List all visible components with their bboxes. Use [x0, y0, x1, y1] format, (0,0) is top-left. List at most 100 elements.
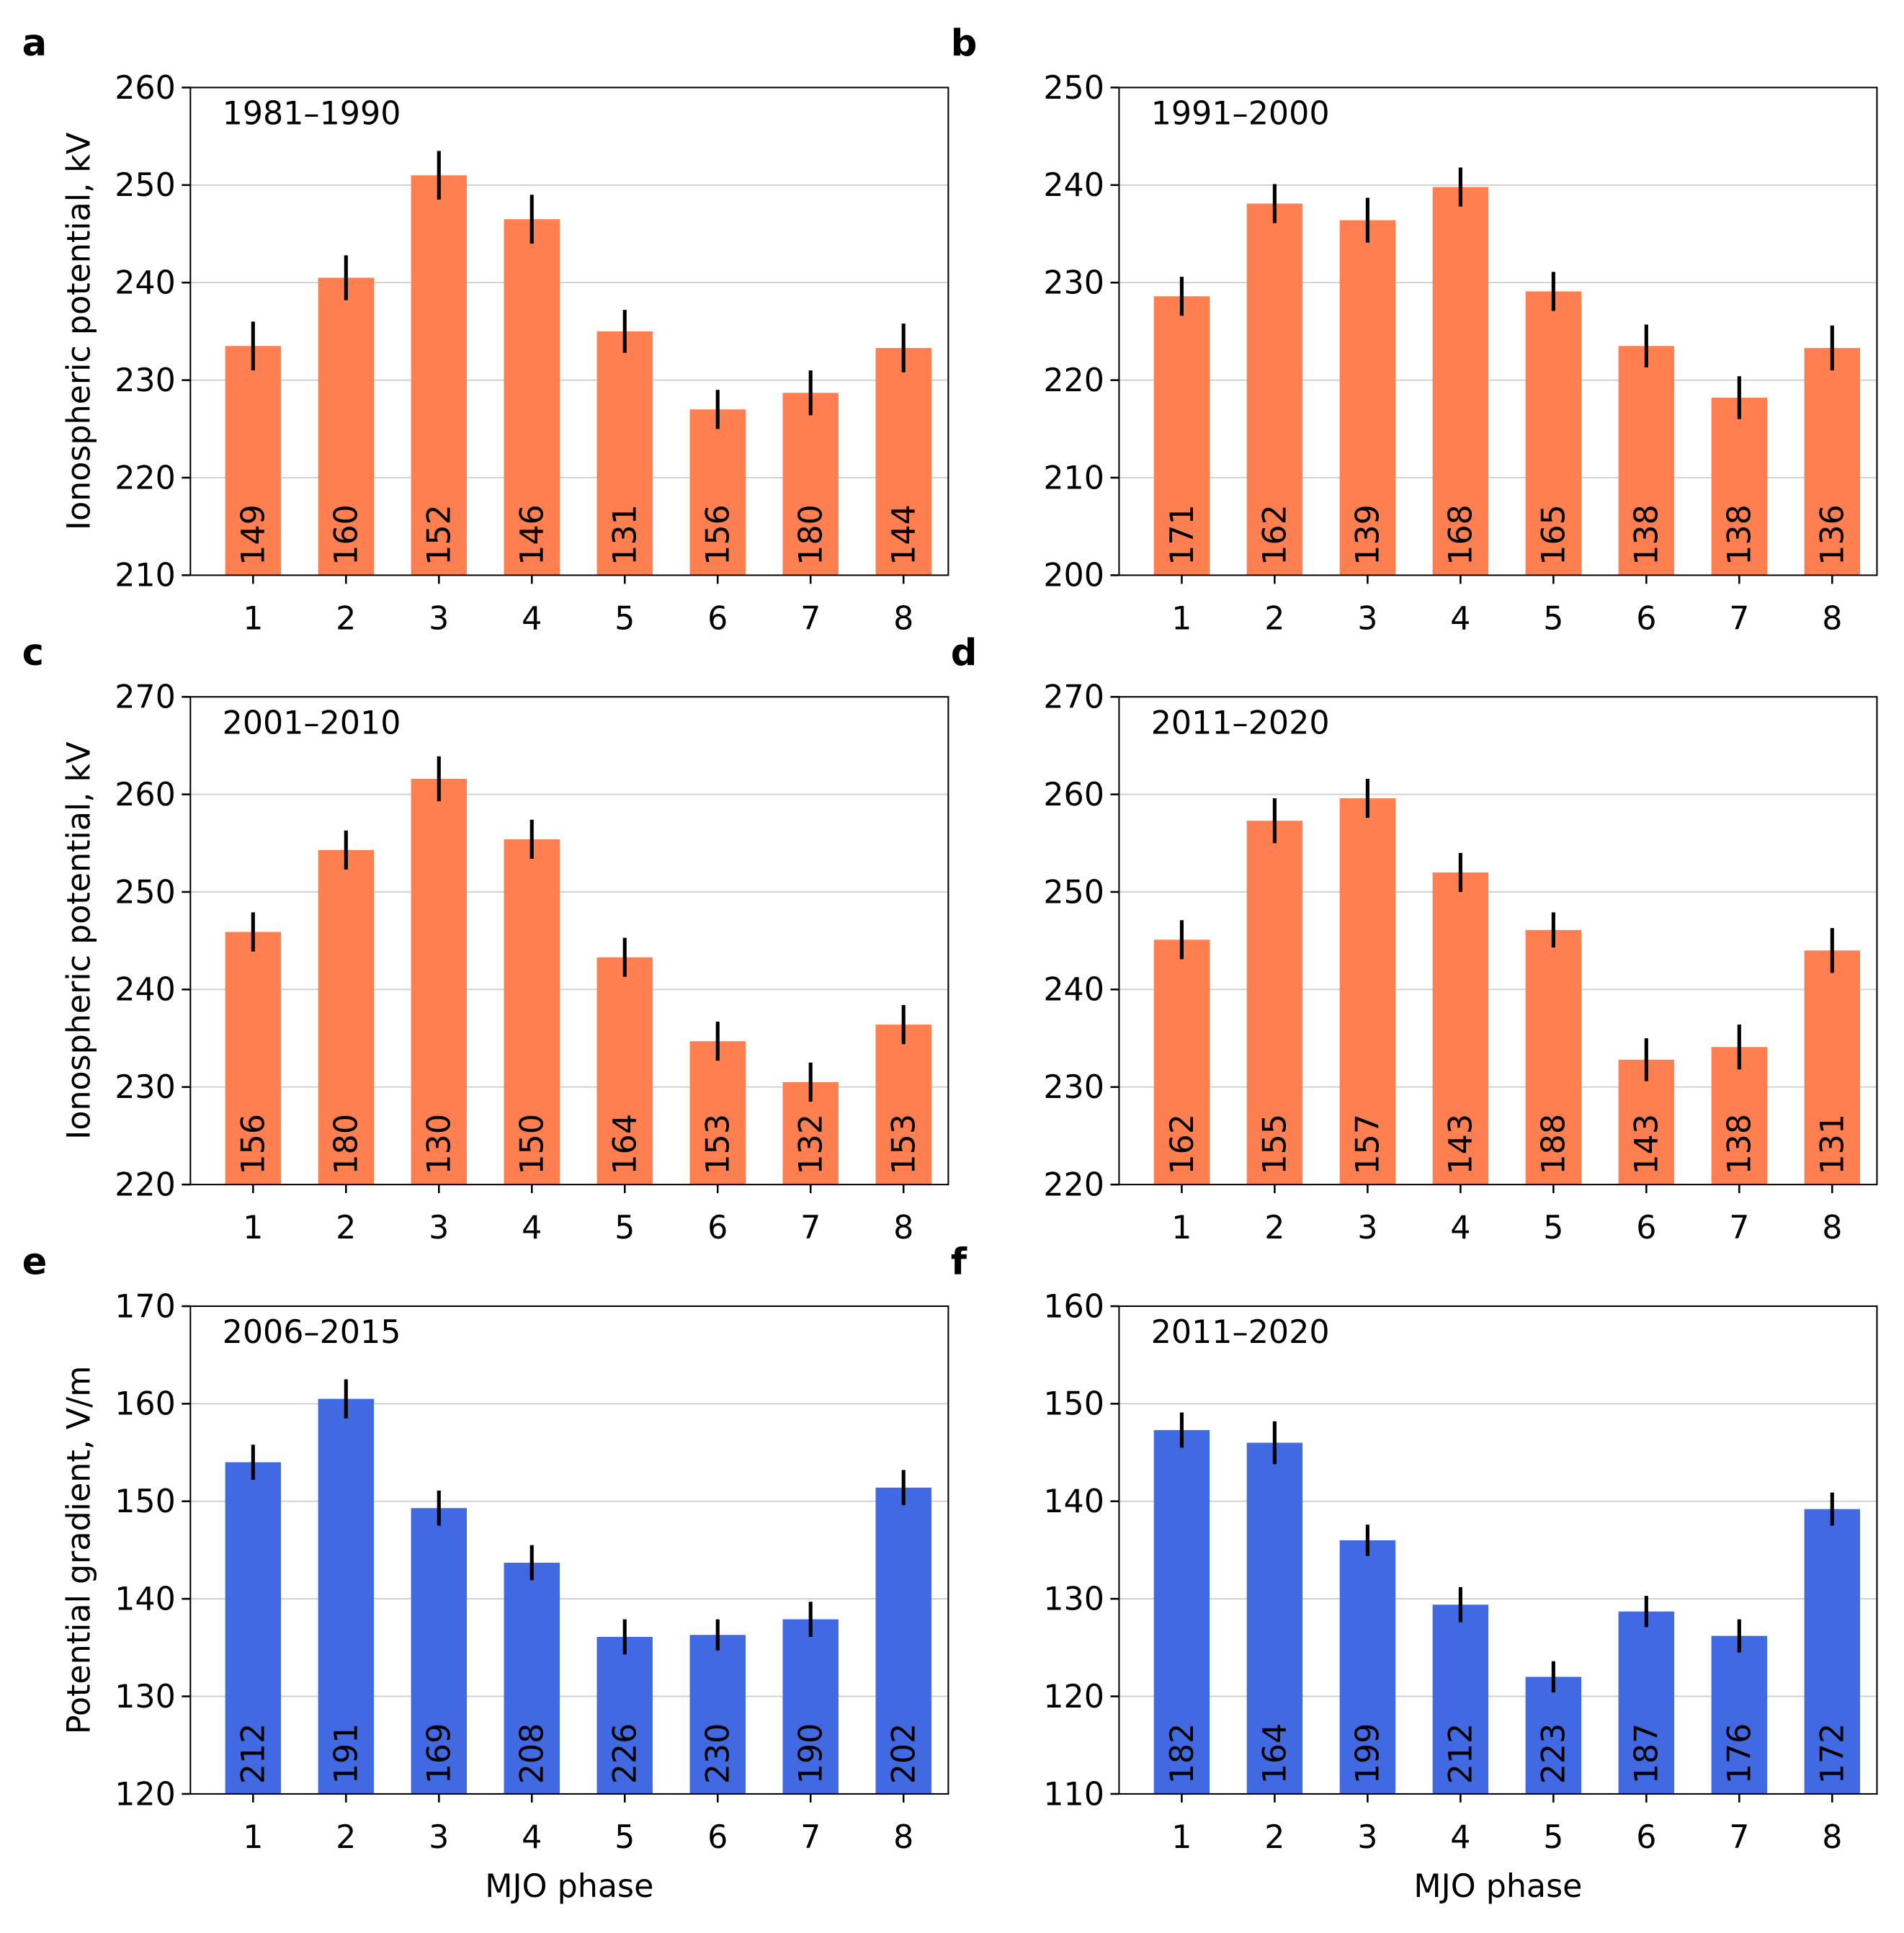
count-label: 212 — [1443, 1723, 1480, 1785]
x-tick-label: 8 — [893, 600, 913, 637]
x-tick-label: 3 — [1357, 1210, 1377, 1246]
x-tick-label: 3 — [1357, 1819, 1377, 1856]
bar — [596, 957, 653, 1185]
y-tick-label: 220 — [115, 1167, 176, 1204]
x-tick-label: 5 — [1543, 1819, 1563, 1856]
plot-frame — [1118, 696, 1878, 1186]
x-tick-label: 4 — [522, 1819, 542, 1856]
x-tick-label: 2 — [336, 1210, 356, 1246]
period-label: 2006–2015 — [223, 1314, 401, 1351]
bar — [1246, 1442, 1303, 1794]
period-label: 2011–2020 — [1151, 705, 1330, 741]
count-label: 202 — [886, 1723, 923, 1785]
bar — [1711, 1635, 1768, 1794]
panel-label: d — [951, 632, 978, 674]
count-label: 143 — [1629, 1114, 1666, 1175]
count-label: 199 — [1350, 1723, 1387, 1785]
bar — [689, 409, 746, 576]
y-tick-label: 230 — [1043, 1069, 1104, 1106]
plot-frame — [1118, 86, 1878, 576]
x-tick-label: 4 — [522, 600, 542, 637]
count-label: 139 — [1350, 504, 1387, 566]
count-label: 165 — [1536, 504, 1573, 566]
bar — [411, 778, 467, 1185]
bar — [1432, 187, 1489, 576]
y-tick-label: 220 — [1043, 362, 1104, 399]
x-tick-label: 2 — [1264, 1210, 1284, 1246]
x-tick-label: 8 — [893, 1819, 913, 1856]
x-tick-label: 6 — [707, 1210, 728, 1246]
count-label: 149 — [236, 504, 272, 566]
x-tick-label: 7 — [800, 600, 821, 637]
x-tick-label: 5 — [614, 1819, 635, 1856]
period-label: 2001–2010 — [223, 705, 401, 741]
y-axis-label: Potential gradient, V/m — [61, 1366, 97, 1735]
x-tick-label: 6 — [1636, 600, 1656, 637]
bar — [1339, 798, 1396, 1185]
bar — [225, 346, 282, 576]
count-label: 223 — [1536, 1723, 1573, 1785]
x-tick-label: 6 — [707, 600, 728, 637]
y-tick-label: 250 — [115, 167, 176, 204]
x-tick-label: 5 — [1543, 600, 1563, 637]
panel-label: c — [22, 632, 44, 674]
count-label: 188 — [1536, 1114, 1573, 1175]
y-tick-label: 230 — [115, 1069, 176, 1106]
bar — [411, 1508, 467, 1794]
bar — [1804, 1509, 1861, 1794]
count-label: 150 — [514, 1114, 551, 1175]
x-tick-label: 4 — [1450, 1210, 1470, 1246]
bar — [689, 1635, 746, 1794]
y-tick-label: 160 — [115, 1386, 176, 1423]
y-tick-label: 120 — [115, 1776, 176, 1813]
count-label: 157 — [1350, 1114, 1387, 1175]
count-label: 143 — [1443, 1114, 1480, 1175]
plot-frame — [189, 696, 949, 1186]
count-label: 130 — [421, 1114, 458, 1175]
x-tick-label: 7 — [1729, 1210, 1749, 1246]
count-label: 212 — [236, 1723, 272, 1785]
y-tick-label: 130 — [115, 1679, 176, 1715]
x-tick-label: 6 — [707, 1819, 728, 1856]
count-label: 190 — [793, 1723, 830, 1785]
bar — [504, 219, 560, 576]
y-tick-label: 240 — [115, 265, 176, 302]
count-label: 230 — [700, 1723, 737, 1785]
count-label: 136 — [1815, 504, 1851, 566]
x-tick-label: 2 — [1264, 600, 1284, 637]
bar — [1432, 872, 1489, 1185]
x-tick-label: 4 — [1450, 600, 1470, 637]
bar — [596, 331, 653, 576]
y-tick-label: 160 — [1043, 1288, 1104, 1325]
y-axis-label: Ionospheric potential, kV — [61, 133, 97, 530]
y-axis-label: Ionospheric potential, kV — [61, 742, 97, 1140]
count-label: 144 — [886, 504, 923, 566]
bar — [1525, 929, 1582, 1185]
x-tick-label: 1 — [1171, 1210, 1192, 1246]
x-tick-label: 3 — [429, 600, 449, 637]
count-label: 138 — [1629, 504, 1666, 566]
y-tick-label: 150 — [115, 1483, 176, 1520]
bar — [875, 1024, 931, 1185]
y-tick-label: 270 — [115, 679, 176, 716]
panel-label: a — [22, 22, 48, 65]
count-label: 226 — [607, 1723, 644, 1785]
y-tick-label: 200 — [1043, 558, 1104, 594]
x-tick-label: 6 — [1636, 1210, 1656, 1246]
x-tick-label: 5 — [1543, 1210, 1563, 1246]
bar — [1153, 939, 1210, 1185]
count-label: 153 — [886, 1114, 923, 1175]
y-tick-label: 230 — [115, 362, 176, 399]
x-tick-label: 2 — [336, 1819, 356, 1856]
count-label: 153 — [700, 1114, 737, 1175]
y-tick-label: 240 — [1043, 167, 1104, 204]
period-label: 1981–1990 — [223, 96, 401, 133]
y-tick-label: 150 — [1043, 1386, 1104, 1423]
bar — [225, 1462, 282, 1794]
count-label: 208 — [514, 1723, 551, 1785]
y-tick-label: 250 — [1043, 874, 1104, 911]
x-tick-label: 3 — [429, 1210, 449, 1246]
y-tick-label: 210 — [1043, 460, 1104, 496]
